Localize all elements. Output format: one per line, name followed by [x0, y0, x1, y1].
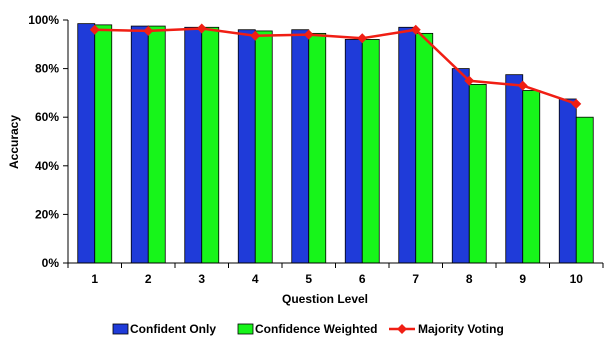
majority-voting-point [464, 75, 475, 86]
majority-voting-point [196, 23, 207, 34]
legend: Confident Only Confidence Weighted Majorit… [112, 322, 504, 336]
bar-confident-only [237, 29, 256, 264]
bar-confident-only [398, 26, 417, 264]
x-tick-label: 7 [412, 272, 419, 286]
bar-confidence-weighted [415, 32, 434, 264]
x-tick-label: 8 [466, 272, 473, 286]
bar-confidence-weighted [254, 30, 273, 264]
x-tick-label: 10 [570, 272, 584, 286]
bar-confidence-weighted [147, 25, 166, 264]
bar-confidence-weighted [94, 24, 113, 264]
majority-line-series [89, 23, 582, 109]
legend-label: Confidence Weighted [255, 322, 377, 336]
bar-confident-only [184, 26, 203, 264]
bar-confident-only [451, 68, 470, 264]
x-axis: 1 2 3 4 5 6 7 8 9 10 [67, 262, 604, 286]
bar-confident-only [130, 25, 149, 264]
legend-label: Majority Voting [418, 322, 504, 336]
bar-confidence-weighted [575, 116, 594, 264]
majority-voting-point [303, 29, 314, 40]
x-tick-label: 5 [305, 272, 312, 286]
y-tick-label: 100% [28, 13, 59, 27]
bar-confidence-weighted [468, 83, 487, 264]
bar-confidence-weighted [361, 39, 380, 264]
majority-voting-point [357, 33, 368, 44]
x-tick-label: 1 [91, 272, 98, 286]
bar-confidence-weighted [201, 26, 220, 264]
y-tick-label: 40% [35, 159, 59, 173]
y-tick-label: 0% [42, 256, 60, 270]
y-tick-label: 60% [35, 110, 59, 124]
y-tick-label: 80% [35, 62, 59, 76]
legend-swatch [237, 323, 254, 335]
majority-voting-line [94, 27, 577, 106]
x-tick-label: 6 [359, 272, 366, 286]
bar-confidence-weighted [308, 32, 327, 264]
y-axis: 0% 20% 40% 60% 80% 100% [28, 13, 69, 270]
majority-voting-point [517, 80, 528, 91]
x-tick-label: 9 [519, 272, 526, 286]
x-tick-label: 3 [198, 272, 205, 286]
bars [77, 23, 594, 264]
y-tick-label: 20% [35, 207, 59, 221]
legend-label: Confident Only [130, 322, 216, 336]
majority-voting-point [571, 98, 582, 109]
legend-marker [397, 324, 407, 334]
bar-confident-only [344, 39, 363, 264]
x-tick-label: 4 [252, 272, 259, 286]
bar-confidence-weighted [522, 90, 541, 264]
legend-swatch [112, 323, 129, 335]
y-axis-title: Accuracy [7, 115, 21, 169]
bar-confident-only [77, 23, 96, 264]
majority-voting-point [250, 30, 261, 41]
bar-confident-only [558, 98, 577, 264]
majority-voting-point [410, 24, 421, 35]
x-tick-label: 2 [145, 272, 152, 286]
bar-confident-only [505, 74, 524, 264]
majority-voting-point [143, 25, 154, 36]
majority-voting-point [89, 24, 100, 35]
x-axis-title: Question Level [282, 292, 368, 306]
bar-confident-only [291, 29, 310, 264]
